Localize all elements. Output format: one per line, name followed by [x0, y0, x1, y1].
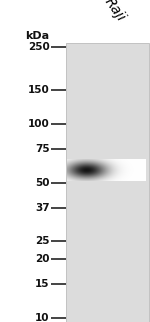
Text: Raji: Raji	[102, 0, 128, 24]
Text: 20: 20	[35, 254, 50, 264]
Text: 150: 150	[28, 85, 50, 95]
Text: 15: 15	[35, 279, 50, 289]
Text: 75: 75	[35, 144, 50, 154]
Text: 100: 100	[28, 119, 50, 129]
Bar	[66, 43, 148, 322]
Text: 37: 37	[35, 203, 50, 213]
Text: kDa: kDa	[25, 31, 50, 41]
Text: 10: 10	[35, 313, 50, 322]
Text: 250: 250	[28, 43, 50, 52]
Text: 50: 50	[35, 177, 50, 187]
Text: 25: 25	[35, 236, 50, 246]
